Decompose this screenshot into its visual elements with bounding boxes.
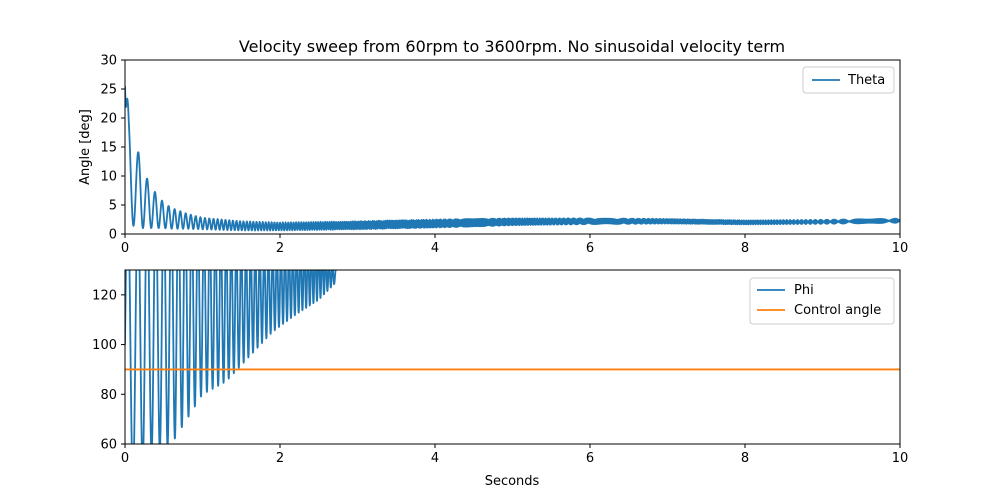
x-tick-label: 10 — [892, 241, 909, 256]
bottom-x-axis-label: Seconds — [485, 474, 540, 489]
x-tick-label: 2 — [276, 241, 284, 256]
top-plot-area — [125, 86, 900, 232]
top-x-ticks: 0 2 4 6 8 10 — [121, 234, 908, 256]
top-axes: 0 2 4 6 8 10 0 5 10 15 20 25 30 Angle [deg] Theta — [78, 54, 908, 257]
top-legend-box — [802, 66, 895, 94]
x-tick-label: 4 — [431, 241, 439, 256]
bottom-legend-control-label: Control angle — [794, 303, 881, 318]
x-tick-label: 10 — [892, 451, 909, 466]
bottom-legend-phi-label: Phi — [794, 283, 814, 298]
y-tick-label: 60 — [100, 438, 117, 453]
top-legend-theta-label: Theta — [847, 73, 885, 88]
x-tick-label: 8 — [741, 241, 749, 256]
series-line-phi — [125, 270, 337, 444]
x-tick-label: 6 — [586, 241, 594, 256]
chart-title: Velocity sweep from 60rpm to 3600rpm. No… — [239, 37, 785, 56]
x-tick-label: 0 — [121, 241, 129, 256]
bottom-axes-frame — [124, 269, 901, 445]
bottom-legend: Phi Control angle — [749, 277, 895, 325]
x-tick-label: 4 — [431, 451, 439, 466]
bottom-axes: 0 2 4 6 8 10 60 80 100 120 Seconds Phi Control a… — [92, 269, 908, 489]
y-tick-label: 25 — [100, 83, 117, 98]
top-y-ticks: 0 5 10 15 20 25 30 — [100, 54, 125, 243]
y-tick-label: 5 — [109, 199, 117, 214]
y-tick-label: 80 — [100, 388, 117, 403]
bottom-legend-box — [749, 277, 895, 325]
series-line-theta — [125, 86, 900, 232]
top-legend: Theta — [802, 66, 895, 94]
bottom-plot-area — [125, 270, 900, 444]
y-tick-label: 10 — [100, 170, 117, 185]
x-tick-label: 6 — [586, 451, 594, 466]
y-tick-label: 100 — [92, 338, 117, 353]
y-tick-label: 30 — [100, 54, 117, 69]
bottom-x-ticks: 0 2 4 6 8 10 — [121, 444, 908, 466]
x-tick-label: 2 — [276, 451, 284, 466]
top-y-axis-label: Angle [deg] — [78, 109, 93, 185]
x-tick-label: 8 — [741, 451, 749, 466]
x-tick-label: 0 — [121, 451, 129, 466]
y-tick-label: 15 — [100, 141, 117, 156]
y-tick-label: 120 — [92, 288, 117, 303]
y-tick-label: 20 — [100, 112, 117, 127]
y-tick-label: 0 — [109, 228, 117, 243]
bottom-y-ticks: 60 80 100 120 — [92, 288, 125, 453]
